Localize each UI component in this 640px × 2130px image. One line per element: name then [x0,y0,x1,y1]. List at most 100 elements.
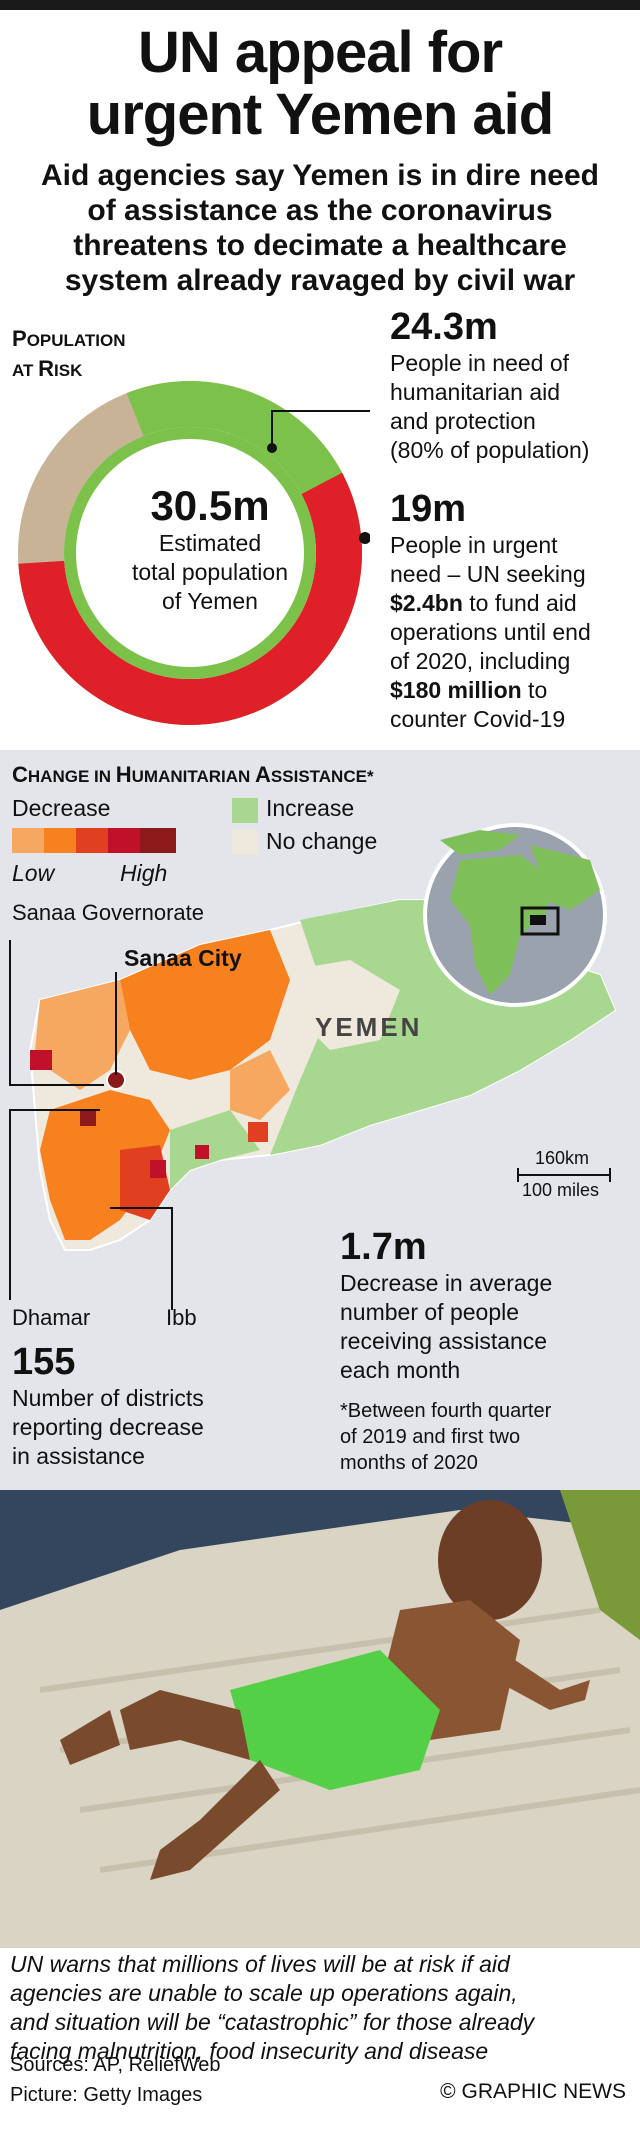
globe-land-europe [440,830,520,855]
footnote: *Between fourth quarter of 2019 and firs… [340,1398,630,1476]
scale-km-label: 160km [535,1148,590,1168]
footnote-line-2: of 2019 and first two [340,1426,521,1448]
stat-districts-line-3: in assistance [12,1443,145,1469]
map-title-c: C [12,762,28,787]
region-decrease-west [35,980,130,1090]
caption-line-1: UN warns that millions of lives will be … [10,1951,510,1977]
stat-need-line-4: (80% of population) [390,437,590,463]
caption-line-3: and situation will be “catastrophic” for… [10,2009,535,2035]
leader-line-need [271,410,370,448]
credits: Sources: AP, ReliefWeb Picture: Getty Im… [10,2050,221,2110]
stat-need: 24.3m People in need of humanitarian aid… [390,305,635,465]
stat-need-line-2: humanitarian aid [390,379,561,405]
dhamar-leader [9,1109,100,1300]
legend-no-change-label: No change [266,828,378,854]
region-no-change-central [290,960,400,1050]
region-decrease-hotspot-3 [30,1050,52,1070]
donut-center-fill [78,441,302,665]
leader-dot-need [267,443,277,453]
stat-districts-value: 155 [12,1341,76,1383]
scale-miles-label: 100 miles [522,1180,600,1200]
map-section: CHANGE IN HUMANITARIAN ASSISTANCE* Decre… [0,750,640,1490]
population-label-at: AT [12,361,39,380]
globe-yemen-fill [530,915,546,925]
population-label-rest: OPULATION [26,331,126,350]
donut-segment-urgent [18,472,362,725]
stat-decrease-value: 1.7m [340,1226,427,1268]
stat-covid-amount: $180 million [390,677,522,703]
caption-line-4: facing malnutrition, food insecurity and… [10,2038,489,2064]
total-population-line-2: total population [131,559,288,585]
stat-urgent-line-3-rest: to fund aid [462,590,577,616]
stat-decrease-line-4: each month [340,1357,461,1383]
globe-land-arabia [530,845,600,910]
stat-urgent-line-4: operations until end [390,619,591,645]
legend-increase-swatch [232,798,258,823]
map-title-part-1: HANGE IN [27,767,116,786]
news-photo [0,1490,640,1948]
photo-child-leg-2 [150,1760,280,1880]
legend-no-change-swatch [232,830,258,855]
map-title-a: A [255,762,271,787]
map-title: CHANGE IN HUMANITARIAN ASSISTANCE* [12,762,374,788]
population-label-initial: P [12,326,27,351]
picture-credit: Picture: Getty Images [10,2084,203,2106]
legend-high-label: High [120,860,168,886]
total-population-value: 30.5m [150,482,270,529]
stat-decrease: 1.7m Decrease in average number of peopl… [340,1225,630,1385]
stat-urgent-value: 19m [390,488,467,530]
photo-child-foot [60,1710,120,1765]
stat-urgent-line-1: People in urgent [390,532,558,558]
headline-line-2: urgent Yemen aid [86,82,554,147]
footnote-line-1: *Between fourth quarter [340,1400,552,1422]
photo-child-arm [495,1650,590,1710]
legend-decrease-swatch-1 [12,828,44,853]
stat-urgent-line-6-rest: to [521,677,548,703]
photo-child-shorts [230,1650,440,1790]
photo-child-leg-1 [120,1690,250,1760]
stat-districts: 155 Number of districts reporting decrea… [12,1340,332,1471]
stat-urgent-line-2: need – UN seeking [390,561,586,587]
population-donut-chart [18,381,370,725]
stat-urgent-line-5: of 2020, including [390,648,571,674]
stat-urgent-line-3: $2.4bn to fund aid [390,589,635,618]
yemen-country-label: YEMEN [315,1012,423,1042]
copyright: © GRAPHIC NEWS [440,2080,626,2103]
subhead-line-4: system already ravaged by civil war [64,264,576,297]
population-label-isk: ISK [54,361,83,380]
region-decrease-north [120,930,290,1080]
caption-line-2: agencies are unable to scale up operatio… [10,1980,518,2006]
leader-dot-urgent [359,532,370,544]
region-decrease-hotspot-1 [248,1122,268,1142]
globe-yemen-highlight [520,906,560,936]
legend-decrease-swatch-2 [44,828,76,853]
photo-caption: UN warns that millions of lives will be … [10,1950,634,2066]
stat-decrease-line-3: receiving assistance [340,1328,548,1354]
sanaa-governorate-leader [9,940,104,1086]
stat-need-value: 24.3m [390,306,498,348]
subhead-line-1: Aid agencies say Yemen is in dire need [40,159,600,192]
subhead-line-2: of assistance as the coronavirus [87,194,553,227]
total-population-line-1: Estimated [158,530,262,556]
photo-child-head [438,1500,542,1620]
photo-green-cloth [560,1490,640,1640]
stat-decrease-line-1: Decrease in average [340,1270,553,1296]
ibb-label: Ibb [166,1305,197,1330]
stat-urgent-line-6: $180 million to [390,676,635,705]
stat-need-line-1: People in need of [390,350,570,376]
sources-credit: Sources: AP, ReliefWeb [10,2054,221,2076]
donut-inner-green-ring [64,427,316,679]
legend-decrease-swatch-3 [76,828,108,853]
subheadline: Aid agencies say Yemen is in dire need o… [10,158,630,298]
stat-need-line-3: and protection [390,408,536,434]
stat-urgent-amount: $2.4bn [390,590,463,616]
globe-land-africa [450,855,555,995]
ibb-leader [110,1207,173,1310]
stat-districts-line-2: reporting decrease [12,1414,204,1440]
subhead-line-3: threatens to decimate a healthcare [73,229,567,262]
dhamar-label: Dhamar [12,1305,91,1330]
stat-districts-line-1: Number of districts [12,1385,204,1411]
map-title-part-3: SSISTANCE* [270,767,374,786]
yemen-map [9,823,617,1310]
region-decrease-hotspot-4 [80,1110,96,1126]
